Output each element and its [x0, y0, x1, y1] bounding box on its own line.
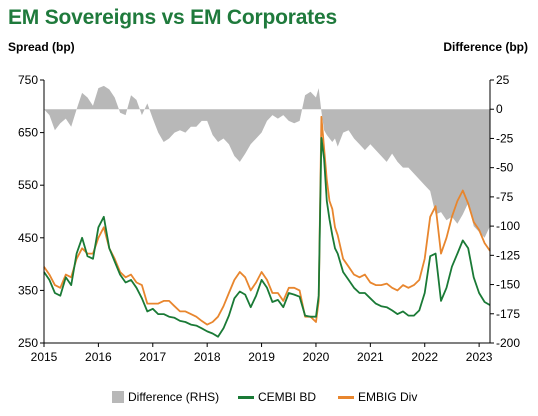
right-tick-label: 25 [496, 73, 510, 87]
x-tick-label: 2018 [194, 350, 221, 364]
left-tick-label: 250 [18, 336, 38, 350]
legend-label-cembi: CEMBI BD [258, 390, 317, 404]
chart-legend: Difference (RHS) CEMBI BD EMBIG Div [0, 390, 538, 410]
x-tick-label: 2022 [411, 350, 438, 364]
legend-swatch-embig [338, 395, 354, 399]
right-tick-label: -25 [496, 131, 514, 145]
right-tick-label: -150 [496, 278, 520, 292]
left-tick-label: 550 [18, 178, 38, 192]
legend-swatch-difference [112, 391, 124, 403]
left-axis-label: Spread (bp) [8, 40, 75, 54]
right-tick-label: -75 [496, 190, 514, 204]
legend-item-embig: EMBIG Div [338, 390, 417, 404]
legend-swatch-cembi [238, 395, 254, 399]
right-tick-label: -125 [496, 248, 520, 262]
cembi-line [43, 137, 491, 338]
left-tick-label: 750 [18, 73, 38, 87]
difference-area [44, 85, 490, 238]
embig-line [43, 115, 491, 326]
chart-title: EM Sovereigns vs EM Corporates [8, 6, 337, 29]
right-tick-label: -50 [496, 161, 514, 175]
x-tick-label: 2015 [31, 350, 58, 364]
x-tick-label: 2019 [248, 350, 275, 364]
right-tick-label: 0 [496, 102, 503, 116]
left-tick-label: 350 [18, 283, 38, 297]
right-axis-label: Difference (bp) [443, 40, 528, 54]
x-tick-label: 2017 [139, 350, 166, 364]
x-tick-label: 2016 [85, 350, 112, 364]
right-tick-label: -200 [496, 336, 520, 350]
legend-label-difference: Difference (RHS) [128, 390, 220, 404]
left-tick-label: 450 [18, 231, 38, 245]
legend-item-cembi: CEMBI BD [238, 390, 316, 404]
right-tick-label: -175 [496, 307, 520, 321]
x-tick-label: 2023 [466, 350, 493, 364]
legend-label-embig: EMBIG Div [358, 390, 418, 404]
left-tick-label: 650 [18, 126, 38, 140]
x-tick-label: 2020 [303, 350, 330, 364]
legend-item-difference: Difference (RHS) [112, 390, 219, 404]
right-tick-label: -100 [496, 219, 520, 233]
x-tick-label: 2021 [357, 350, 384, 364]
